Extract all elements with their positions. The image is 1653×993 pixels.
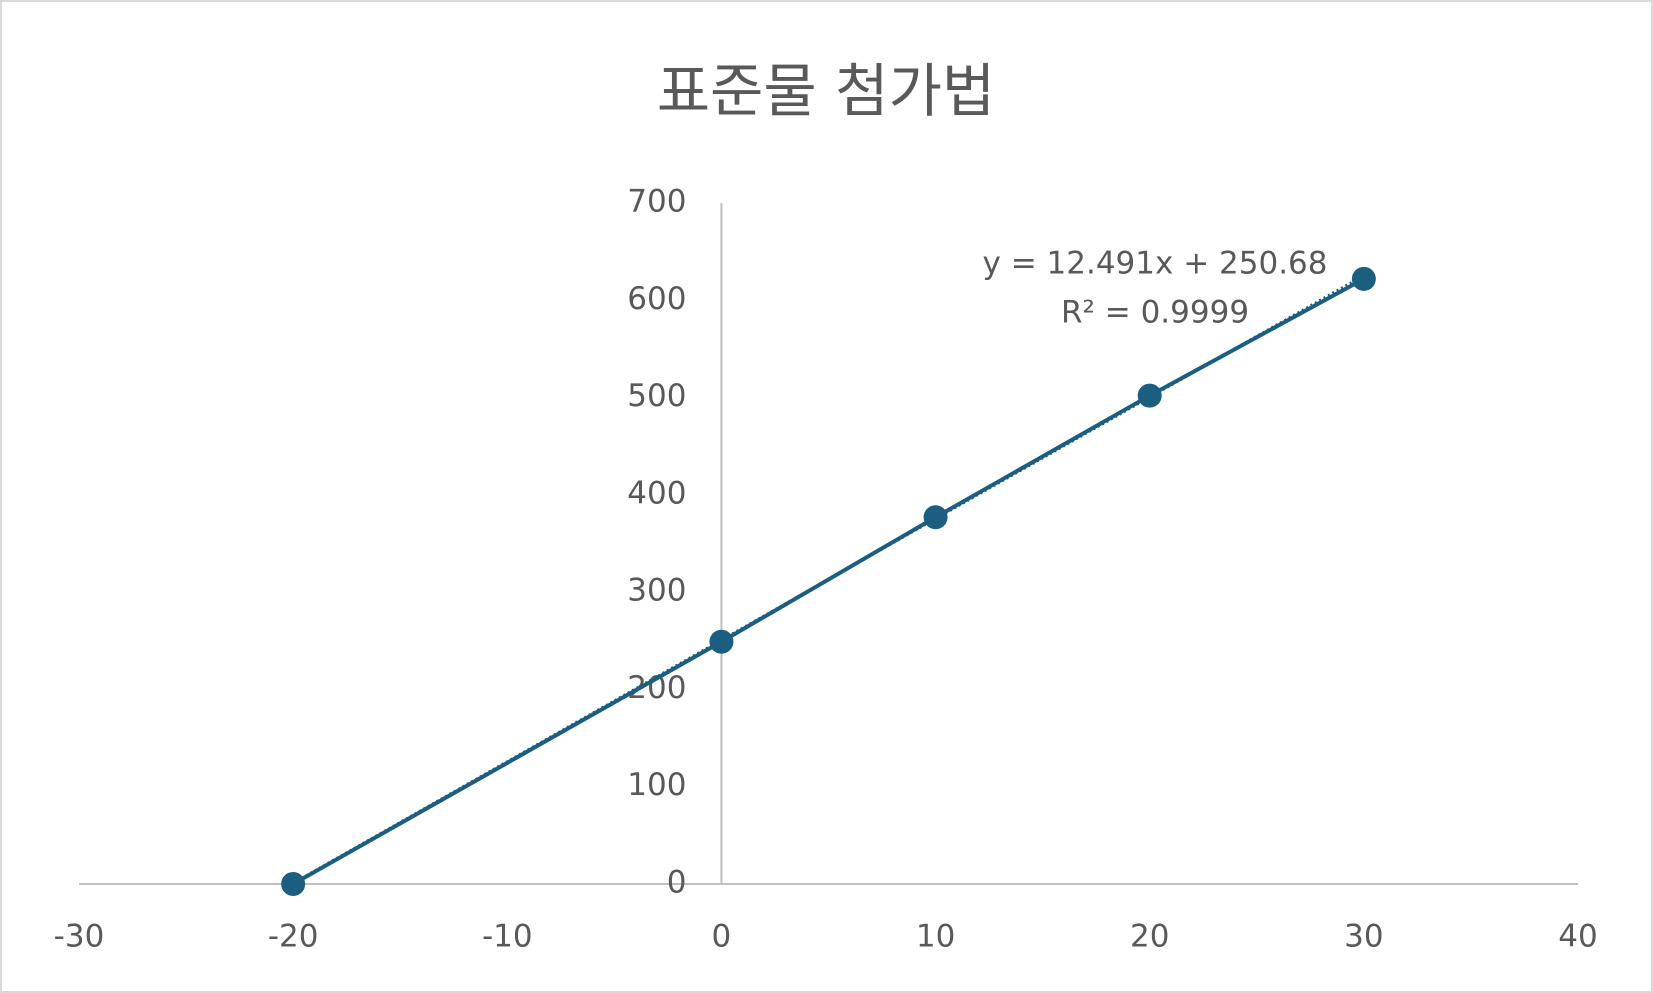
point	[1351, 266, 1376, 291]
chart-title: 표준물 첨가법	[657, 57, 996, 125]
x-tick-label: -30	[54, 919, 105, 955]
y-tick-label: 300	[627, 573, 686, 609]
point	[281, 872, 306, 896]
trendline-r2: R² = 0.9999	[1061, 295, 1249, 331]
x-tick-label: -10	[482, 919, 533, 955]
x-tick-label: 0	[712, 919, 732, 955]
y-tick-label: 700	[627, 184, 686, 220]
x-tick-label: -20	[268, 919, 319, 955]
point	[923, 505, 948, 530]
x-tick-label: 20	[1130, 919, 1169, 955]
y-tick-label: 500	[627, 378, 686, 414]
trendline-equation: y = 12.491x + 250.68	[983, 246, 1328, 282]
y-tick-label: 100	[627, 767, 686, 803]
point	[709, 629, 734, 654]
point	[1137, 383, 1162, 408]
x-tick-label: 10	[916, 919, 955, 955]
x-tick-label: 40	[1558, 919, 1597, 955]
x-tick-label: 30	[1344, 919, 1383, 955]
y-tick-label: 400	[627, 475, 686, 511]
y-tick-label: 0	[667, 865, 687, 901]
y-tick-label: 600	[627, 281, 686, 317]
